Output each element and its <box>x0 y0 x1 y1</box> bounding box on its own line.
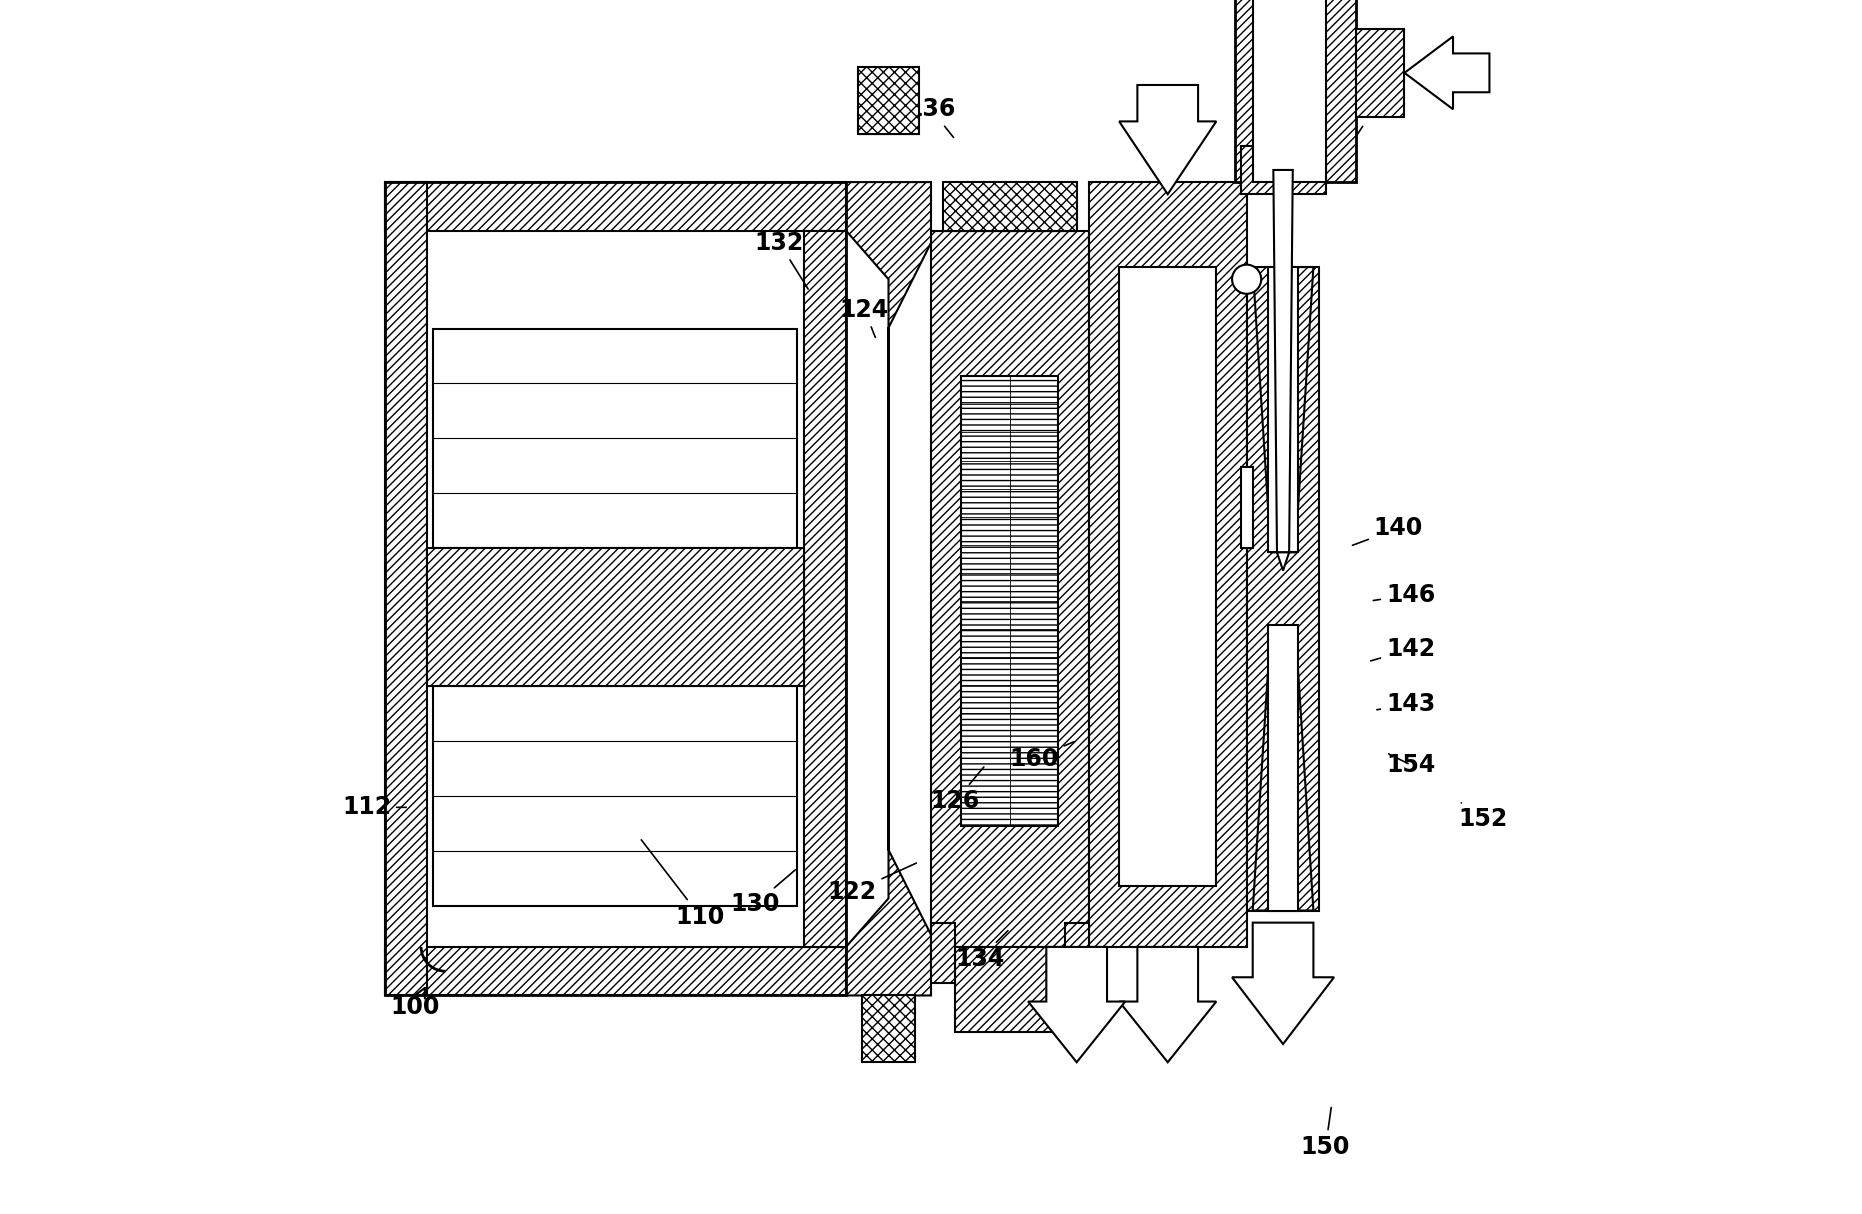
Polygon shape <box>385 182 845 231</box>
Bar <box>385 182 845 995</box>
Text: 154: 154 <box>1385 753 1436 777</box>
Text: 152: 152 <box>1458 802 1508 832</box>
Polygon shape <box>1233 923 1333 1044</box>
Text: 110: 110 <box>641 840 724 929</box>
Text: 136: 136 <box>907 97 955 137</box>
Polygon shape <box>434 329 797 549</box>
Text: 132: 132 <box>754 231 808 289</box>
Text: 112: 112 <box>343 795 406 819</box>
Polygon shape <box>385 182 426 995</box>
Polygon shape <box>944 182 1076 231</box>
Polygon shape <box>434 686 797 906</box>
Polygon shape <box>1253 0 1326 182</box>
Polygon shape <box>1240 466 1253 549</box>
Text: 150: 150 <box>1302 1107 1350 1159</box>
Polygon shape <box>862 995 916 1062</box>
Polygon shape <box>1253 625 1313 910</box>
Polygon shape <box>1065 923 1089 983</box>
Polygon shape <box>931 923 955 983</box>
Polygon shape <box>1119 947 1216 1062</box>
Polygon shape <box>1119 267 1216 886</box>
Text: 146: 146 <box>1372 583 1436 607</box>
Polygon shape <box>961 376 1058 826</box>
Polygon shape <box>845 182 931 995</box>
Text: 140: 140 <box>1352 516 1423 545</box>
Polygon shape <box>931 231 1089 947</box>
Polygon shape <box>858 67 918 134</box>
Polygon shape <box>1089 182 1248 947</box>
Text: 160: 160 <box>1009 742 1074 771</box>
Circle shape <box>1233 265 1261 294</box>
Text: 142: 142 <box>1370 637 1436 662</box>
Polygon shape <box>1356 29 1404 117</box>
Text: 143: 143 <box>1376 692 1436 716</box>
Polygon shape <box>1240 146 1326 194</box>
Polygon shape <box>426 549 804 686</box>
Polygon shape <box>1268 267 1298 552</box>
Polygon shape <box>1028 947 1125 1062</box>
Polygon shape <box>1235 0 1356 182</box>
Text: 134: 134 <box>955 931 1007 971</box>
Text: 144: 144 <box>1350 97 1398 143</box>
Text: 130: 130 <box>730 869 795 917</box>
Text: 126: 126 <box>931 767 983 813</box>
Polygon shape <box>1268 625 1298 910</box>
Polygon shape <box>1277 552 1289 571</box>
Polygon shape <box>1404 36 1490 109</box>
Polygon shape <box>1253 267 1313 552</box>
Polygon shape <box>1119 85 1216 194</box>
Polygon shape <box>804 231 845 947</box>
Polygon shape <box>385 947 845 995</box>
Text: 122: 122 <box>827 863 916 904</box>
Polygon shape <box>1274 170 1292 552</box>
Polygon shape <box>955 947 1065 1032</box>
Text: 100: 100 <box>391 988 439 1019</box>
Text: 124: 124 <box>840 297 888 337</box>
Polygon shape <box>1248 267 1320 910</box>
